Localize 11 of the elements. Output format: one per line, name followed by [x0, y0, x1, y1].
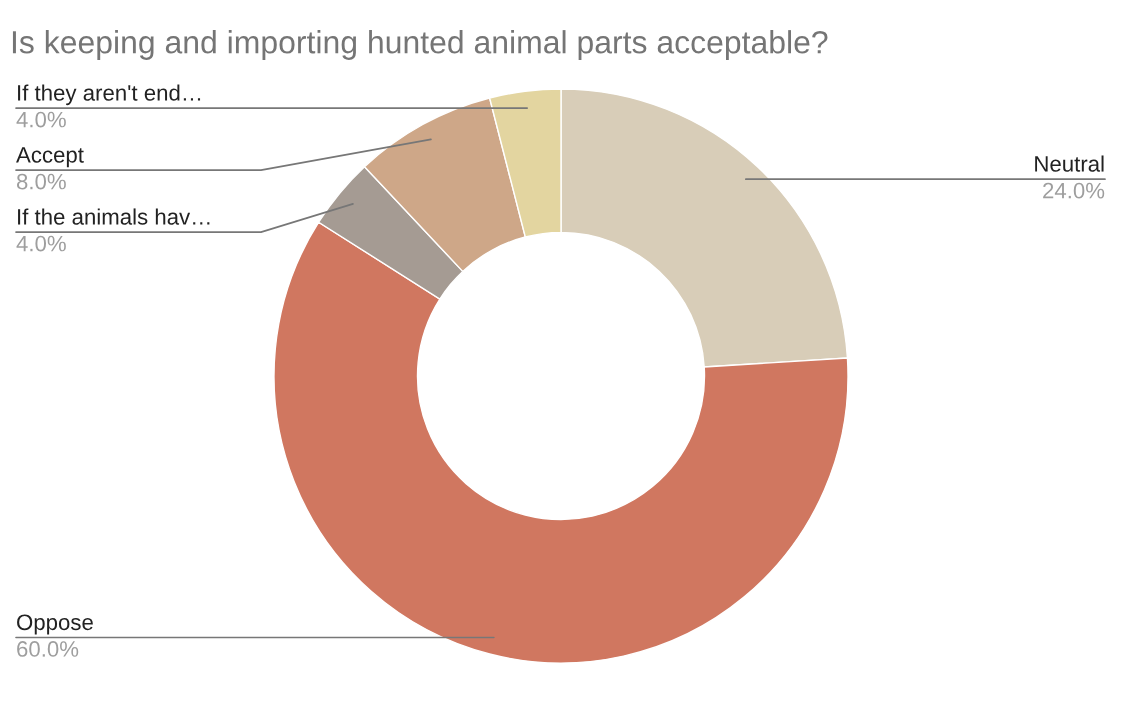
slice-label: Accept [16, 147, 84, 168]
slice-label: If the animals hav… [18, 208, 210, 225]
data-label: 4.0% [16, 111, 66, 128]
chart-title: Is keeping and importing hunted animal parts acceptable? [12, 30, 828, 60]
slice-label: Oppose [17, 614, 93, 635]
slice-label: Neutral [1035, 155, 1104, 172]
slice-label: If they aren't end… [18, 84, 201, 106]
data-label: 24.0% [1043, 182, 1105, 199]
data-label: 4.0% [16, 235, 66, 252]
data-label: 60.0% [17, 641, 79, 657]
data-label: 8.0% [16, 173, 66, 190]
